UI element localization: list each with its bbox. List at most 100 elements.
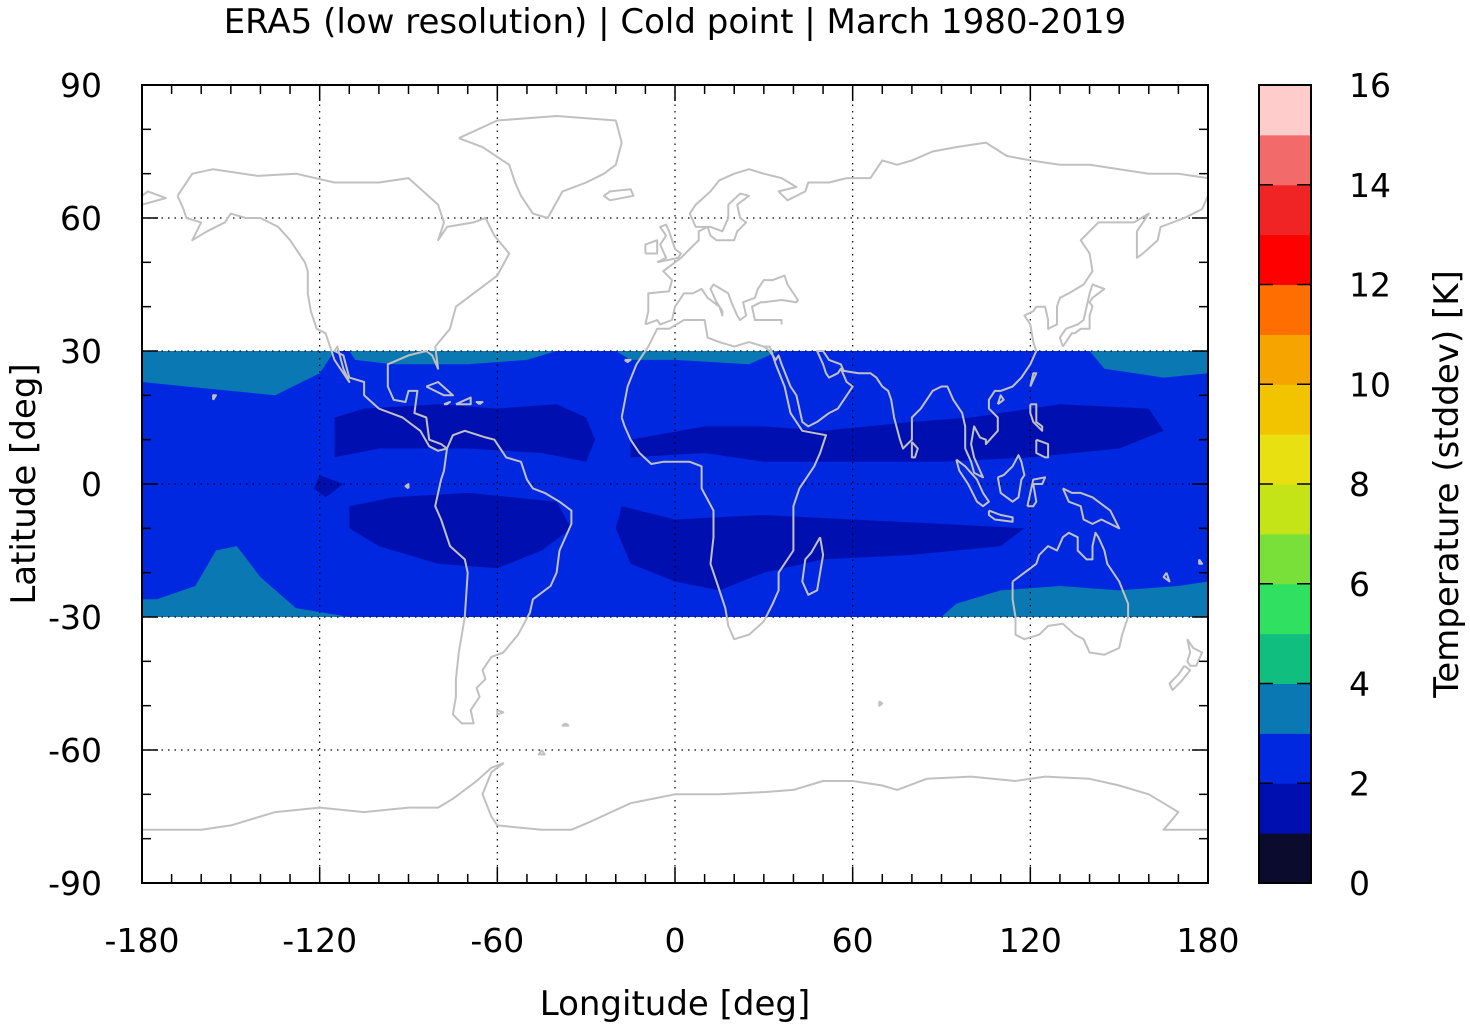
coastline-21 (910, 441, 919, 459)
contour-region-10 (615, 506, 1025, 591)
colorbar-tick-label: 4 (1349, 665, 1370, 704)
coastline-19 (475, 401, 484, 406)
coastline-16 (458, 115, 623, 219)
coastline-28 (1035, 438, 1050, 459)
colorbar-ticks (1259, 184, 1311, 784)
contour-region-7 (313, 475, 344, 498)
contour-region-0 (142, 351, 335, 396)
coastline-22 (955, 458, 990, 508)
colorbar-tick-label: 10 (1349, 365, 1391, 404)
y-axis-label: Latitude [deg] (4, 363, 44, 604)
contour-region-1 (349, 351, 557, 365)
x-tick-label: -60 (470, 921, 524, 960)
map-frame (141, 84, 1209, 884)
colorbar: 0 2 4 6 8 10 12 14 16 Temperature (stddev) [K] (1258, 66, 1467, 903)
coastline-33 (537, 749, 546, 756)
x-tick-label: 0 (665, 921, 686, 960)
coastline-31 (212, 394, 217, 401)
y-tick-label: -60 (48, 731, 102, 770)
y-tick-label: -90 (48, 864, 102, 903)
coastline-29 (1029, 372, 1038, 387)
coastline-5 (763, 195, 1208, 479)
grid-lines (142, 85, 1208, 883)
colorbar-tick-label: 6 (1349, 565, 1370, 604)
colorbar-tick-label: 14 (1349, 166, 1391, 205)
colorbar-swatch (1259, 334, 1311, 385)
colorbar-tick-label: 0 (1349, 864, 1370, 903)
y-tick-labels: 90 60 30 0 -30 -60 -90 (48, 66, 102, 903)
colorbar-swatch (1259, 733, 1311, 784)
coastline-11 (801, 536, 825, 596)
y-tick-label: 0 (81, 465, 102, 504)
colorbar-swatch (1259, 533, 1311, 585)
coastline-6 (645, 274, 799, 326)
colorbar-tick-labels: 0 2 4 6 8 10 12 14 16 (1349, 66, 1391, 903)
coastline-0 (176, 168, 511, 452)
colorbar-label: Temperature (stddev) [K] (1427, 270, 1467, 699)
coastline-25 (1026, 476, 1047, 508)
colorbar-swatch (1259, 633, 1311, 684)
coastline-38 (404, 483, 410, 490)
colorbar-tick-label: 8 (1349, 465, 1370, 504)
colorbar-frame (1258, 84, 1312, 884)
x-axis-label: Longitude [deg] (540, 984, 811, 1024)
coastline-36 (1162, 572, 1171, 583)
colorbar-swatch (1259, 683, 1311, 734)
colorbar-swatch (1259, 234, 1311, 285)
coastline-32 (496, 709, 505, 716)
colorbar-tick-label: 2 (1349, 764, 1370, 803)
coastline-15 (602, 188, 635, 202)
x-tick-label: 120 (999, 921, 1062, 960)
coastline-27 (1029, 403, 1044, 432)
coastline-17 (425, 381, 454, 397)
y-tick-label: 60 (60, 199, 102, 238)
contour-region-5 (941, 581, 1208, 617)
colorbar-swatch (1259, 583, 1311, 635)
coastline-24 (996, 454, 1026, 503)
colorbar-tick-label: 12 (1349, 266, 1391, 305)
colorbar-swatch (1259, 384, 1311, 435)
coastline-1 (434, 429, 573, 725)
coastline-9 (1186, 638, 1204, 667)
colorbar-tick-label: 16 (1349, 66, 1391, 105)
coastline-23 (987, 509, 1014, 523)
coastline-35 (878, 700, 884, 707)
coastline-18 (455, 396, 472, 406)
colorbar-swatch (1259, 184, 1311, 236)
x-tick-labels: -180 -120 -60 0 60 120 180 (105, 921, 1240, 960)
colorbar-swatch (1259, 484, 1311, 535)
colorbar-swatch (1259, 284, 1311, 335)
colorbar-swatch (1259, 833, 1311, 884)
chart-title: ERA5 (low resolution) | Cold point | Mar… (224, 2, 1127, 42)
coastline-20 (443, 401, 451, 406)
coastline-4 (142, 190, 167, 206)
contour-region-4 (142, 546, 350, 617)
coastline-14 (644, 239, 659, 255)
y-tick-label: 90 (60, 66, 102, 105)
colorbar-swatch (1259, 434, 1311, 485)
coastline-37 (1198, 558, 1204, 565)
colorbar-swatch (1259, 134, 1311, 186)
map-area (141, 84, 1209, 884)
coastline-26 (1061, 487, 1121, 530)
coastline-13 (656, 223, 682, 264)
coastline-8 (142, 762, 1208, 831)
coastline-3 (644, 141, 1208, 325)
coastlines (142, 115, 1208, 831)
contour-region-9 (630, 404, 1164, 462)
colorbar-swatch (1259, 85, 1311, 136)
x-tick-label: -120 (282, 921, 357, 960)
coastline-39 (624, 358, 632, 364)
colorbar-swatches (1259, 85, 1311, 884)
coastline-2 (620, 319, 827, 641)
x-tick-label: -180 (105, 921, 180, 960)
contour-region-3 (1089, 351, 1208, 378)
colorbar-swatch (1259, 783, 1311, 834)
coastline-7 (1011, 531, 1130, 656)
coastline-12 (1058, 283, 1106, 348)
contour-region-6 (334, 404, 595, 462)
x-tick-label: 60 (832, 921, 874, 960)
y-tick-label: -30 (48, 598, 102, 637)
coastline-10 (1168, 664, 1192, 692)
